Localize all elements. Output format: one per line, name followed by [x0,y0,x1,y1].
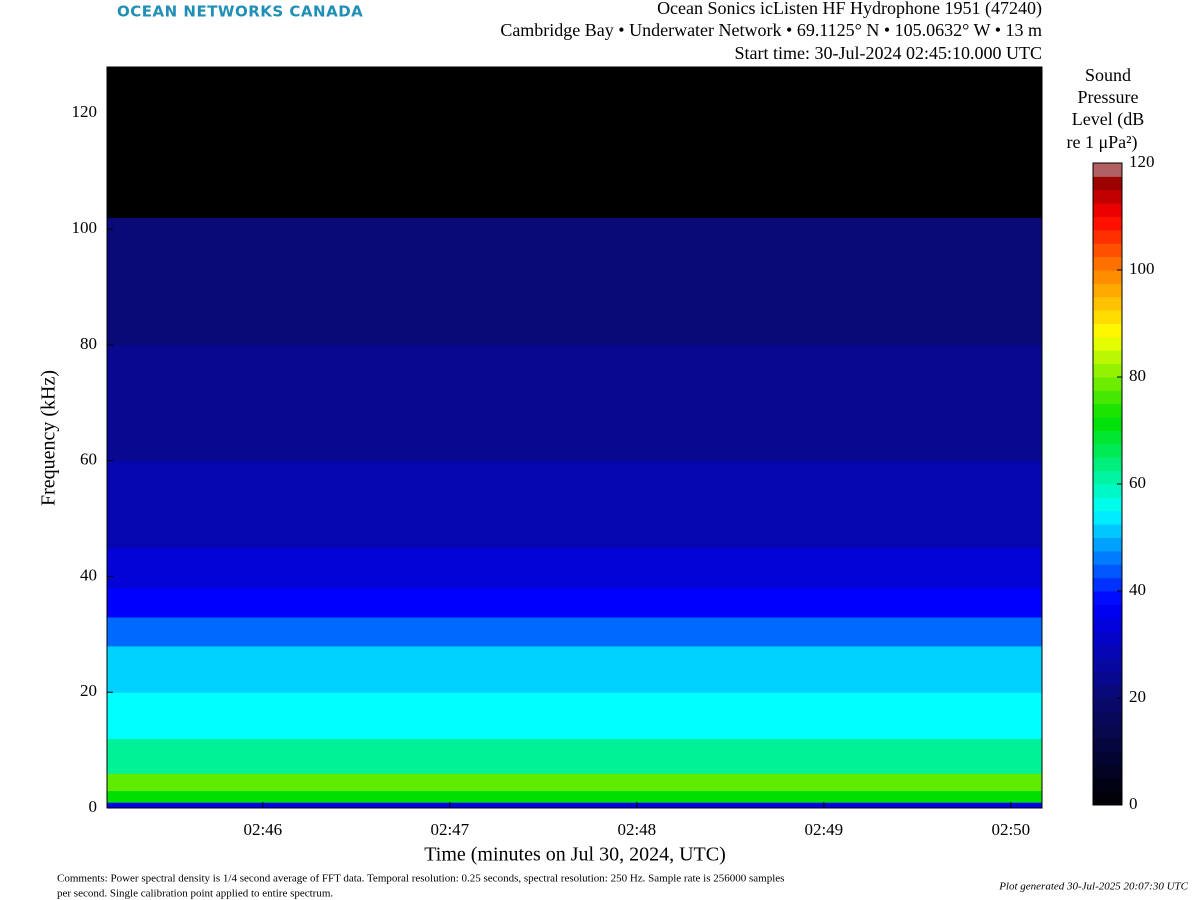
colorbar-tick-label: 0 [1129,794,1138,813]
y-tick-label: 80 [80,334,97,353]
colorbar-step [1093,644,1122,659]
colorbar-step [1093,711,1122,726]
heatmap-cell [107,588,1042,618]
colorbar-step [1093,778,1122,793]
comments: per second. Single calibration point app… [57,888,333,900]
colorbar-label: Level (dB [1072,109,1144,130]
y-tick-label: 120 [72,102,98,121]
colorbar-step [1093,270,1122,284]
y-tick-label: 60 [80,450,97,469]
x-tick-label: 02:47 [430,820,469,839]
heatmap-cell [107,738,1042,774]
colorbar-label: re 1 μPa²) [1066,132,1137,153]
y-tick-label: 100 [72,218,98,237]
plot-frame [106,66,1043,809]
colorbar-step [1093,764,1122,779]
colorbar-step [1093,336,1122,351]
colorbar-label: Pressure [1078,87,1139,107]
colorbar-step [1093,256,1122,271]
colorbar-tick-label: 40 [1129,580,1146,599]
x-tick-label: 02:48 [617,820,656,839]
colorbar-tick-label: 80 [1129,366,1146,385]
x-tick-label: 02:50 [991,820,1030,839]
heatmap-cell [107,790,1042,803]
colorbar-step [1093,310,1122,324]
colorbar-step [1093,350,1122,365]
colorbar-step [1093,203,1122,217]
generated: Plot generated 30-Jul-2025 20:07:30 UTC [998,881,1188,893]
title: Ocean Sonics icListen HF Hydrophone 1951… [657,0,1042,19]
colorbar-tick-label: 60 [1129,473,1146,492]
colorbar-step [1093,537,1122,552]
heatmap-cell [107,344,1042,462]
colorbar-step [1093,229,1122,244]
colorbar-step [1093,363,1122,378]
heatmap-cell [107,217,1042,346]
x-tick-label: 02:49 [804,820,843,839]
colorbar-step [1093,524,1122,538]
colorbar-step [1093,617,1122,632]
heatmap-cell [107,460,1042,548]
x-tick-label: 02:46 [243,820,282,839]
colorbar-step [1093,657,1122,672]
y-axis-label: Frequency (kHz) [38,370,60,506]
colorbar-step [1093,497,1122,512]
colorbar-step [1093,243,1122,258]
colorbar-step [1093,671,1122,686]
colorbar-step [1093,176,1122,191]
colorbar-step [1093,510,1122,525]
heatmap-cell [107,547,1042,589]
heatmap-cell [107,692,1042,740]
colorbar-step [1093,323,1122,338]
colorbar-step [1093,738,1122,752]
colorbar-step [1093,296,1122,311]
heatmap-cell [107,616,1042,647]
colorbar-step [1093,550,1122,565]
colorbar-step [1093,698,1122,712]
colorbar-step [1093,189,1122,204]
colorbar-step [1093,443,1122,458]
colorbar-step [1093,216,1122,231]
comments: Comments: Power spectral density is 1/4 … [57,873,784,885]
colorbar-tick-label: 100 [1129,259,1155,278]
colorbar-step [1093,390,1122,405]
heatmap-cell [107,645,1042,693]
x-axis-label: Time (minutes on Jul 30, 2024, UTC) [424,844,726,866]
y-tick-label: 20 [80,681,97,700]
colorbar-step [1093,791,1122,806]
colorbar-step [1093,577,1122,592]
heatmap-cell [107,67,1042,219]
title: Cambridge Bay • Underwater Network • 69.… [500,20,1042,40]
colorbar-step [1093,457,1122,472]
colorbar-step [1093,564,1122,579]
heatmap-cell [107,773,1042,792]
colorbar-step [1093,484,1122,498]
colorbar-step [1093,377,1122,391]
colorbar-step [1093,283,1122,298]
colorbar-label: Sound [1085,65,1131,85]
colorbar-step [1093,684,1122,699]
colorbar-tick-label: 20 [1129,687,1146,706]
colorbar-tick-label: 120 [1129,152,1155,171]
colorbar-step [1093,751,1122,766]
heatmap-cell [107,802,1042,809]
y-tick-label: 40 [80,565,97,584]
title: Start time: 30-Jul-2024 02:45:10.000 UTC [735,43,1043,63]
colorbar-step [1093,604,1122,619]
colorbar-step [1093,417,1122,431]
colorbar-step [1093,631,1122,645]
colorbar-step [1093,724,1122,739]
colorbar-step [1093,470,1122,485]
colorbar-step [1093,163,1122,177]
colorbar-step [1093,403,1122,418]
logo: OCEAN NETWORKS CANADA [117,3,363,21]
colorbar-step [1093,591,1122,605]
y-tick-label: 0 [89,797,98,816]
colorbar-step [1093,430,1122,445]
